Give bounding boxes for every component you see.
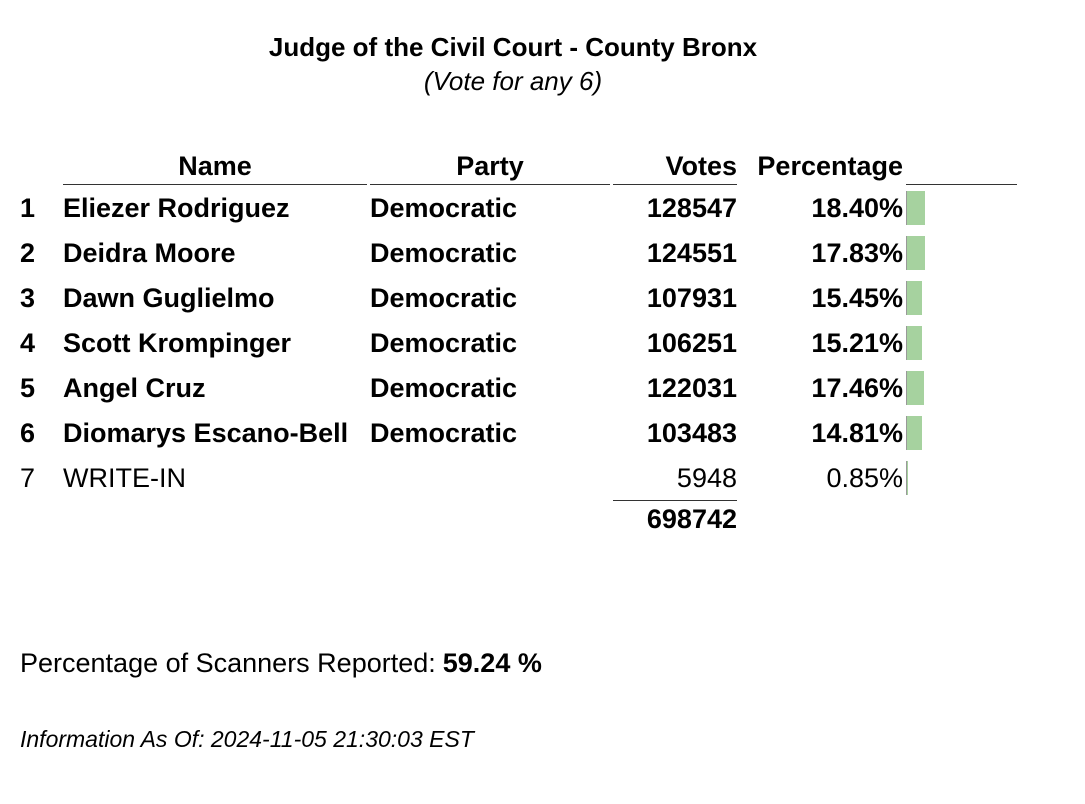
percentage-bar [906,460,908,495]
votes: 107931 [646,282,737,313]
cell [906,500,1017,537]
total-votes: 698742 [613,500,737,537]
candidate-name: Dawn Guglielmo [63,282,275,313]
bar-cell [906,410,1017,455]
candidate-name: Diomarys Escano-Bell [63,417,349,448]
results-table: Name Party Votes Percentage 1 Eliezer Rod… [17,146,1020,537]
party: Democratic [370,237,518,268]
candidate-row: 2 Deidra Moore Democratic 124551 17.83% [20,230,1017,275]
table-body: 1 Eliezer Rodriguez Democratic 128547 18.40%… [20,185,1017,500]
party: Democratic [370,192,518,223]
rank: 7 [20,462,36,493]
subtitle: (Vote for any 6) [423,66,603,96]
percentage: 17.83% [811,237,903,268]
cell [370,500,610,537]
party: Democratic [370,417,518,448]
cell [740,500,903,537]
header-cell [906,146,1017,185]
votes: 5948 [676,462,737,493]
percentage: 17.46% [811,372,903,403]
percentage-bar [906,280,923,315]
votes: 128547 [646,192,737,223]
votes: 124551 [646,237,737,268]
candidate-name: WRITE-IN [63,462,186,493]
header-cell [20,146,60,185]
info-timestamp: Information As Of: 2024-11-05 21:30:03 E… [20,726,474,752]
votes: 103483 [646,417,737,448]
candidate-name: Eliezer Rodriguez [63,192,290,223]
percentage-bar [906,415,922,450]
bar-cell [906,365,1017,410]
percentage-bar [906,235,925,270]
rank: 1 [20,192,36,223]
candidate-row: 1 Eliezer Rodriguez Democratic 128547 18.40% [20,185,1017,230]
header-cell: Party [370,146,610,185]
cell [63,500,367,537]
percentage: 15.45% [811,282,903,313]
rank: 6 [20,417,36,448]
percentage: 18.40% [811,192,903,223]
header-cell: Percentage [757,151,903,181]
cell [20,500,60,537]
candidate-row: 3 Dawn Guglielmo Democratic 107931 15.45% [20,275,1017,320]
candidate-row: 6 Diomarys Escano-Bell Democratic 103483 14.… [20,410,1017,455]
rank: 4 [20,327,36,358]
bar-cell [906,455,1017,500]
candidate-row: 7 WRITE-IN 5948 0.85% [20,455,1017,500]
percentage-bar [906,325,923,360]
candidate-name: Angel Cruz [63,372,206,403]
scanners-value: 59.24 % [442,648,542,678]
rank: 2 [20,237,36,268]
percentage: 14.81% [811,417,903,448]
title: Judge of the Civil Court - County Bronx [268,32,758,62]
candidate-row: 4 Scott Krompinger Democratic 106251 15.21% [20,320,1017,365]
rank: 3 [20,282,36,313]
header-row: Name Party Votes Percentage [20,146,1017,185]
header-cell: Votes [613,146,737,185]
bar-cell [906,320,1017,365]
scanners-label: Percentage of Scanners Reported: [20,648,436,678]
rank: 5 [20,372,36,403]
percentage: 0.85% [826,462,903,493]
party: Democratic [370,372,518,403]
percentage-bar [906,370,925,405]
header-cell: Name [63,146,367,185]
total-row: 698742 [20,500,1017,537]
candidate-row: 5 Angel Cruz Democratic 122031 17.46% [20,365,1017,410]
votes: 122031 [646,372,737,403]
scanners-reported: Percentage of Scanners Reported: 59.24 % [20,648,542,679]
party: Democratic [370,282,518,313]
bar-cell [906,275,1017,320]
bar-cell [906,185,1017,230]
candidate-name: Deidra Moore [63,237,236,268]
party [370,455,610,500]
party: Democratic [370,327,518,358]
percentage: 15.21% [811,327,903,358]
bar-cell [906,230,1017,275]
percentage-bar [906,190,926,225]
candidate-name: Scott Krompinger [63,327,292,358]
votes: 106251 [646,327,737,358]
